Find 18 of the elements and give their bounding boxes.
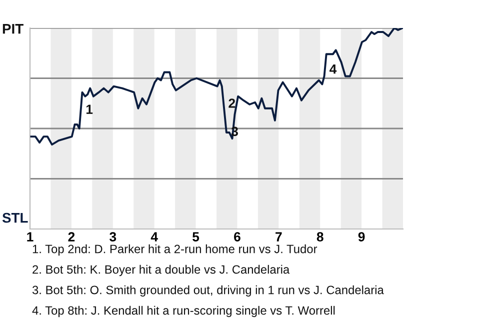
annotation: 4	[330, 64, 337, 74]
text: PIT	[2, 24, 24, 34]
x-tick-label: 9	[358, 232, 365, 242]
x-tick-label: 8	[316, 232, 324, 242]
text: 4. Top 8th: J. Kendall hit a run-scoring single vs T. Worrell	[32, 306, 335, 318]
x-tick-label: 2	[68, 232, 75, 242]
x-tick-label: 4	[150, 232, 158, 242]
x-tick-label: 6	[234, 232, 240, 242]
text: STL	[2, 212, 28, 223]
text: 1. Top 2nd: D. Parker hit a 2-run home run vs J. Tudor	[32, 244, 318, 256]
text: 3. Bot 5th: O. Smith grounded out, driving in 1 run vs J. Candelaria	[32, 285, 384, 297]
x-tick-label: 3	[110, 232, 116, 242]
text: 2. Bot 5th: K. Boyer hit a double vs J. Candelaria	[32, 264, 290, 276]
x-tick-label: 5	[192, 232, 200, 242]
annotation: 2	[228, 98, 236, 108]
x-tick-label: 7	[276, 232, 282, 242]
annotation: 1	[86, 104, 93, 114]
x-tick-label: 1	[27, 232, 34, 242]
